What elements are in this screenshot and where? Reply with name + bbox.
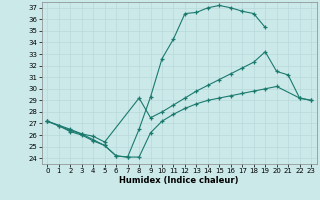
X-axis label: Humidex (Indice chaleur): Humidex (Indice chaleur)	[119, 176, 239, 185]
